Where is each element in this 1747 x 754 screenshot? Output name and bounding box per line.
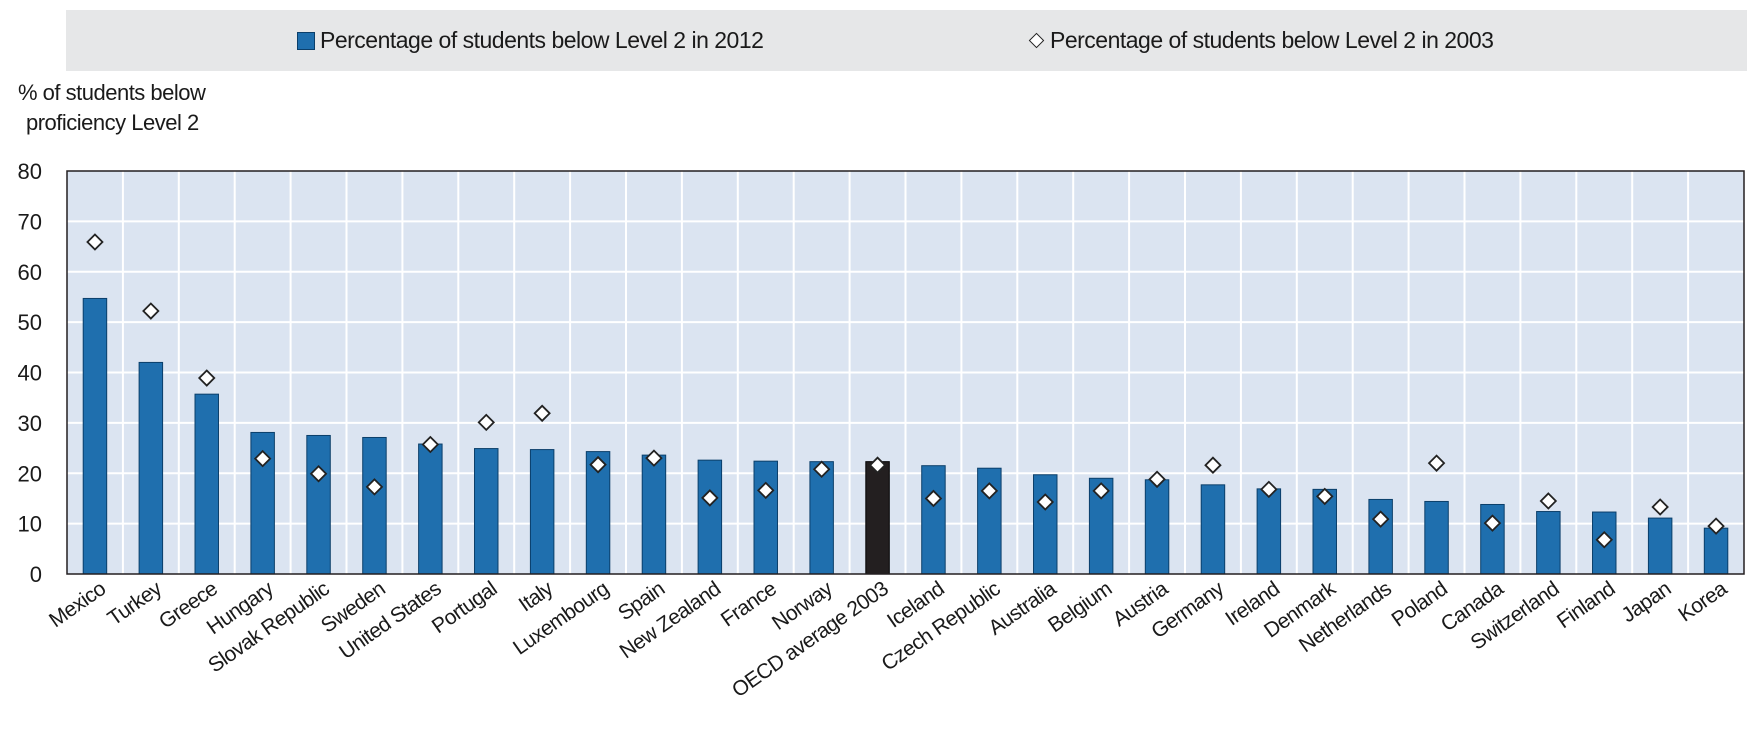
bar-japan	[1647, 517, 1673, 575]
y-axis-label-line2: proficiency Level 2	[26, 110, 199, 135]
marker-oecd-average-2003	[868, 456, 887, 474]
bar-sweden	[362, 436, 387, 575]
legend-item-2012: Percentage of students below Level 2 in …	[297, 10, 764, 71]
marker-sweden	[365, 478, 384, 496]
marker-greece	[197, 369, 216, 387]
marker-new-zealand	[701, 489, 719, 507]
bar-austria	[1144, 479, 1170, 575]
plot-frame	[66, 170, 1745, 575]
x-tick-label: Korea	[1674, 577, 1731, 627]
gridlines	[67, 171, 1744, 574]
marker-australia	[1036, 493, 1055, 511]
bar-new-zealand	[697, 459, 723, 575]
bar-korea	[1703, 527, 1729, 575]
marker-slovak-republic	[309, 464, 328, 483]
bar-mexico	[82, 297, 108, 575]
bar-oecd-average-2003	[865, 461, 890, 575]
y-tick-label: 50	[18, 310, 42, 335]
marker-netherlands	[1371, 510, 1390, 528]
x-tick-label: France	[717, 577, 781, 631]
y-tick-label: 40	[18, 361, 42, 386]
x-tick-label: Mexico	[45, 577, 110, 632]
bar-united-states	[418, 443, 443, 575]
bar-poland	[1424, 500, 1449, 575]
marker-finland	[1595, 530, 1614, 549]
marker-poland	[1427, 454, 1446, 472]
marker-united-states	[421, 435, 440, 454]
marker-belgium	[1092, 482, 1110, 500]
bar-australia	[1033, 474, 1058, 575]
bar-spain	[641, 454, 667, 575]
marker-turkey	[142, 302, 160, 320]
marker-italy	[533, 404, 551, 423]
y-axis-ticks: 0 10 20 30 40 50 60 70 80	[18, 159, 42, 587]
markers-2003	[86, 233, 1725, 549]
bar-norway	[809, 461, 834, 575]
bar-switzerland	[1536, 511, 1561, 575]
y-tick-label: 80	[18, 159, 42, 184]
bar-slovak-republic	[306, 434, 331, 575]
y-tick-label: 20	[18, 461, 42, 486]
marker-spain	[645, 449, 663, 467]
marker-portugal	[477, 413, 496, 432]
x-tick-label: Portugal	[428, 577, 501, 638]
marker-switzerland	[1539, 492, 1558, 510]
marker-czech-republic	[980, 482, 999, 500]
x-tick-label: Japan	[1617, 577, 1675, 627]
bar-portugal	[474, 448, 499, 575]
y-axis-label: % of students below proficiency Level 2	[18, 78, 206, 138]
bar-ireland	[1256, 488, 1282, 575]
marker-germany	[1204, 456, 1222, 474]
bar-turkey	[138, 361, 164, 575]
bar-italy	[529, 449, 555, 575]
y-tick-label: 10	[18, 512, 42, 537]
marker-norway	[812, 460, 831, 478]
marker-iceland	[924, 489, 943, 508]
x-tick-label: Turkey	[104, 577, 167, 631]
bar-iceland	[921, 465, 946, 575]
y-tick-label: 0	[30, 562, 42, 587]
marker-luxembourg	[589, 455, 607, 474]
marker-korea	[1707, 517, 1725, 535]
bar-greece	[194, 393, 219, 575]
x-tick-label: Finland	[1553, 577, 1619, 633]
y-tick-label: 70	[18, 209, 42, 234]
legend-label-2003: Percentage of students below Level 2 in …	[1050, 27, 1494, 53]
bar-swatch-icon	[297, 31, 315, 50]
x-tick-label: Belgium	[1044, 577, 1116, 637]
legend: Percentage of students below Level 2 in …	[66, 10, 1747, 71]
marker-mexico	[86, 233, 104, 251]
marker-japan	[1651, 498, 1669, 516]
marker-ireland	[1260, 480, 1278, 499]
marker-denmark	[1315, 487, 1334, 506]
marker-france	[756, 481, 775, 500]
bar-france	[753, 460, 778, 575]
legend-label-2012: Percentage of students below Level 2 in …	[320, 27, 764, 53]
bar-germany	[1200, 484, 1226, 575]
marker-hungary	[253, 449, 272, 468]
legend-item-2003: Percentage of students below Level 2 in …	[1028, 10, 1494, 71]
y-axis-label-line1: % of students below	[18, 80, 206, 105]
marker-austria	[1148, 470, 1166, 489]
marker-canada	[1483, 514, 1502, 532]
y-tick-label: 30	[18, 411, 42, 436]
y-tick-label: 60	[18, 260, 42, 285]
